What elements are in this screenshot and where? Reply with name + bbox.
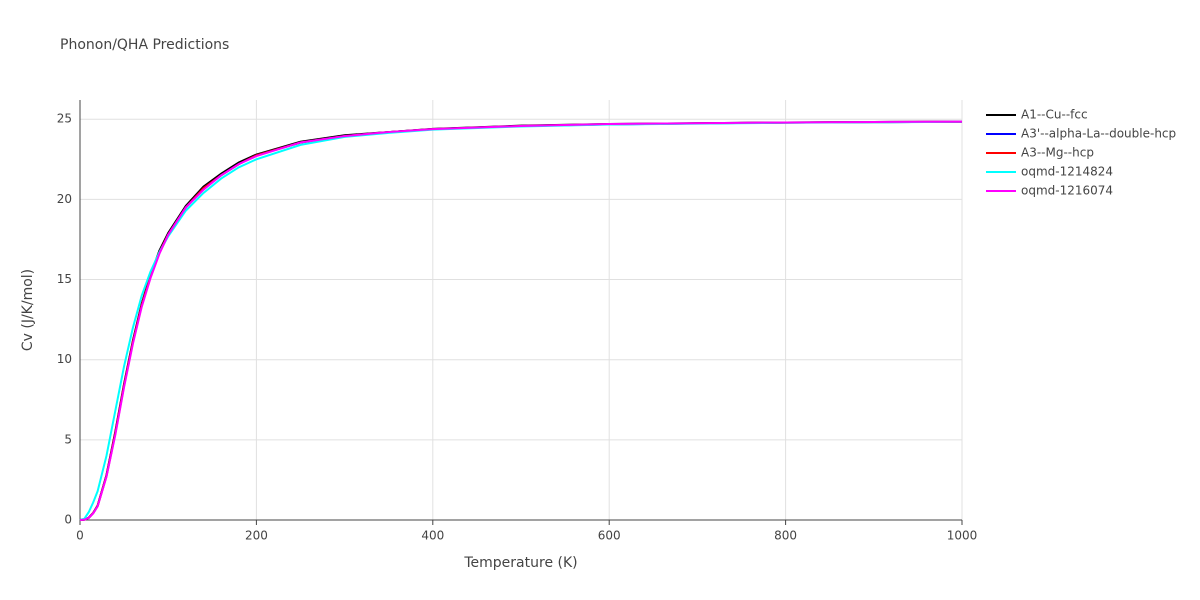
y-tick-label: 5: [64, 432, 72, 446]
y-tick-label: 25: [57, 112, 72, 126]
x-axis-title: Temperature (K): [463, 555, 577, 571]
legend-label: oqmd-1216074: [1021, 184, 1113, 198]
x-tick-label: 600: [598, 529, 621, 543]
legend-label: A3'--alpha-La--double-hcp: [1021, 127, 1176, 141]
x-tick-label: 1000: [947, 529, 978, 543]
y-tick-label: 20: [57, 192, 72, 206]
x-tick-label: 200: [245, 529, 268, 543]
x-tick-label: 800: [774, 529, 797, 543]
legend-label: A1--Cu--fcc: [1021, 108, 1088, 122]
x-tick-label: 0: [76, 529, 84, 543]
legend-label: A3--Mg--hcp: [1021, 146, 1094, 160]
legend-label: oqmd-1214824: [1021, 165, 1113, 179]
y-tick-label: 15: [57, 272, 72, 286]
x-tick-label: 400: [421, 529, 444, 543]
y-tick-label: 0: [64, 513, 72, 527]
y-axis-title: Cv (J/K/mol): [20, 269, 36, 351]
series-line: [79, 120, 963, 521]
y-tick-label: 10: [57, 352, 72, 366]
chart-title: Phonon/QHA Predictions: [60, 37, 229, 53]
